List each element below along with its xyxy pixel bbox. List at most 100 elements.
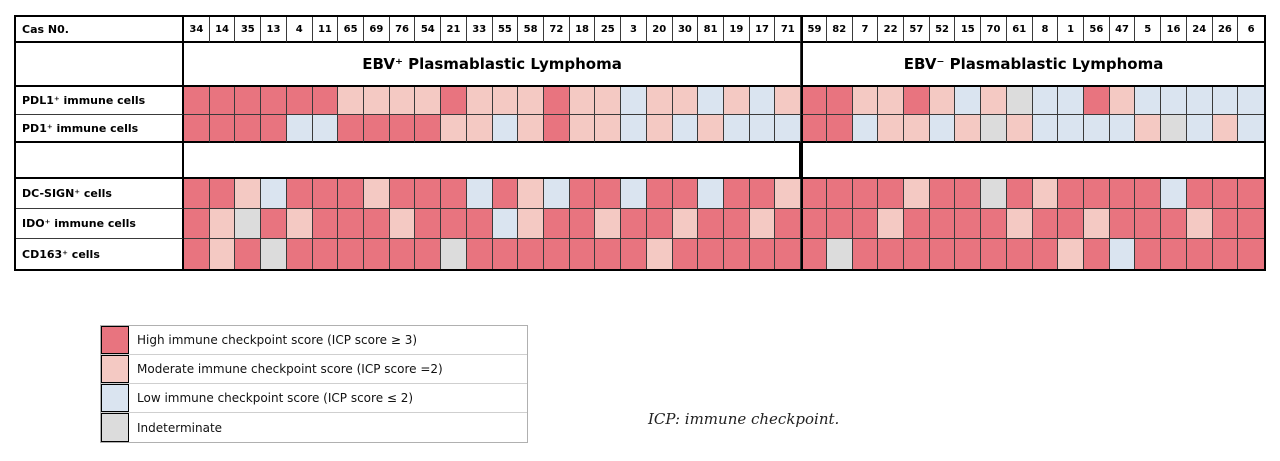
- heatmap-cell: [698, 87, 724, 115]
- legend-item-high: High immune checkpoint score (ICP score …: [101, 326, 527, 355]
- case-number: 15: [955, 17, 982, 43]
- heatmap-cell: [261, 115, 287, 143]
- heatmap-cell: [569, 209, 596, 239]
- heatmap-cell: [903, 209, 930, 239]
- heatmap-cell: [646, 209, 673, 239]
- heatmap-cell: [723, 209, 750, 239]
- case-number: 19: [723, 17, 750, 43]
- heatmap-cell: [184, 239, 210, 269]
- heatmap-cell: [1058, 87, 1084, 115]
- heatmap-cell: [595, 209, 622, 239]
- heatmap-cell: [1032, 239, 1059, 269]
- heatmap-cell: [1238, 239, 1264, 269]
- row-label: IDO⁺ immune cells: [16, 209, 184, 239]
- heatmap-cell: [441, 87, 467, 115]
- case-number: 81: [698, 17, 724, 43]
- heatmap-cell: [878, 115, 904, 143]
- heatmap-cell: [338, 239, 364, 269]
- legend-label-high: High immune checkpoint score (ICP score …: [137, 333, 418, 347]
- heatmap-cell: [1212, 87, 1239, 115]
- heatmap-cell: [1109, 87, 1136, 115]
- case-number: 18: [569, 17, 596, 43]
- heatmap-cell: [1083, 239, 1110, 269]
- legend-item-low: Low immune checkpoint score (ICP score ≤…: [101, 384, 527, 413]
- legend-label-indeterminate: Indeterminate: [137, 420, 223, 435]
- heatmap-cell: [1135, 87, 1162, 115]
- heatmap-cell: [441, 179, 467, 209]
- case-number: 25: [595, 17, 622, 43]
- heatmap-cell: [286, 179, 313, 209]
- heatmap-cell: [492, 115, 519, 143]
- heatmap-cell: [1109, 209, 1136, 239]
- heatmap-cell: [569, 115, 596, 143]
- heatmap-cell: [981, 239, 1007, 269]
- heatmap-cell: [209, 239, 236, 269]
- heatmap-cell: [1006, 209, 1033, 239]
- heatmap-cell: [569, 179, 596, 209]
- heatmap-cell: [595, 87, 622, 115]
- heatmap-cell: [1186, 239, 1213, 269]
- heatmap-cell: [1135, 115, 1162, 143]
- heatmap-cell: [595, 239, 622, 269]
- legend-item-moderate: Moderate immune checkpoint score (ICP sc…: [101, 355, 527, 384]
- case-number: 52: [929, 17, 956, 43]
- case-number: 8: [1032, 17, 1059, 43]
- heatmap-cell: [878, 179, 904, 209]
- heatmap-cell: [338, 209, 364, 239]
- heatmap-cell: [723, 87, 750, 115]
- heatmap-cell: [1083, 115, 1110, 143]
- heatmap-cell: [1238, 115, 1264, 143]
- heatmap-cell: [518, 87, 544, 115]
- heatmap-cell: [518, 209, 544, 239]
- heatmap-cell: [929, 87, 956, 115]
- heatmap-cell: [389, 209, 416, 239]
- heatmap-cell: [775, 115, 802, 143]
- heatmap-cell: [261, 87, 287, 115]
- heatmap-cell: [543, 115, 570, 143]
- heatmap-cell: [312, 179, 339, 209]
- heatmap-cell: [363, 87, 390, 115]
- row-label: DC-SIGN⁺ cells: [16, 179, 184, 209]
- heatmap-cell: [698, 209, 724, 239]
- heatmap-cell: [698, 239, 724, 269]
- case-number: 47: [1109, 17, 1136, 43]
- heatmap-cell: [749, 179, 776, 209]
- heatmap-cell: [1006, 179, 1033, 209]
- heatmap-cell: [955, 87, 982, 115]
- heatmap-cell: [286, 239, 313, 269]
- heatmap-cell: [981, 179, 1007, 209]
- heatmap-cell: [415, 179, 442, 209]
- case-number: 14: [209, 17, 236, 43]
- heatmap-cell: [1058, 179, 1084, 209]
- case-number: 71: [775, 17, 802, 43]
- heatmap-cell: [466, 115, 493, 143]
- case-number: 7: [852, 17, 879, 43]
- heatmap-cell: [492, 209, 519, 239]
- heatmap-cell: [595, 115, 622, 143]
- legend-swatch-high: [101, 326, 129, 354]
- case-number: 82: [826, 17, 853, 43]
- heatmap-cell: [235, 239, 262, 269]
- heatmap-cell: [286, 209, 313, 239]
- heatmap-cell: [1032, 179, 1059, 209]
- heatmap-cell: [184, 115, 210, 143]
- legend: High immune checkpoint score (ICP score …: [100, 325, 528, 443]
- heatmap-cell: [1186, 115, 1213, 143]
- case-number: 11: [312, 17, 339, 43]
- heatmap-cell: [1186, 209, 1213, 239]
- heatmap-cell: [955, 209, 982, 239]
- heatmap-cell: [929, 209, 956, 239]
- spacer-row: [184, 143, 802, 179]
- heatmap-cell: [698, 115, 724, 143]
- case-number: 6: [1238, 17, 1264, 43]
- heatmap-cell: [492, 87, 519, 115]
- heatmap-cell: [646, 179, 673, 209]
- heatmap-cell: [441, 239, 467, 269]
- heatmap-cell: [775, 239, 802, 269]
- heatmap-cell: [1212, 115, 1239, 143]
- heatmap-cell: [878, 209, 904, 239]
- legend-swatch-low: [101, 384, 129, 412]
- case-number: 22: [878, 17, 904, 43]
- legend-item-indeterminate: Indeterminate: [101, 413, 527, 442]
- heatmap-cell: [543, 179, 570, 209]
